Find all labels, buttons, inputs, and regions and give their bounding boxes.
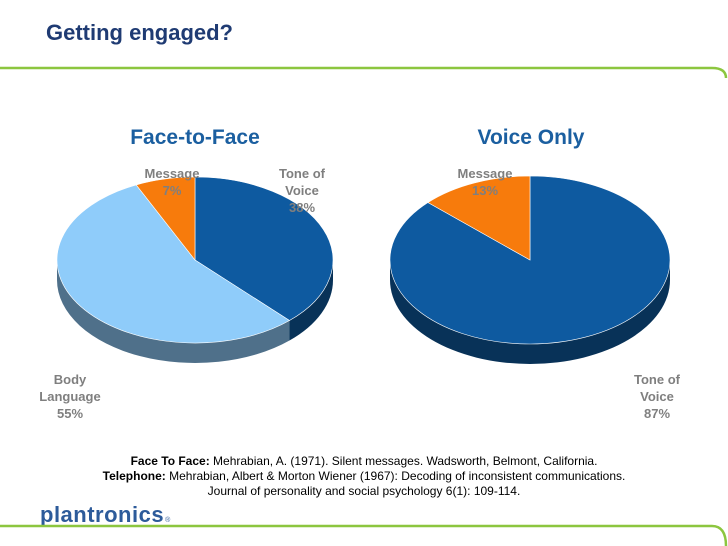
references: Face To Face: Mehrabian, A. (1971). Sile… xyxy=(0,454,728,499)
plantronics-logo: plantronics® xyxy=(40,502,171,527)
pie-side-0-1 xyxy=(57,260,290,363)
pie-slice-0-1 xyxy=(56,184,291,344)
reference-face-to-face: Face To Face: Mehrabian, A. (1971). Sile… xyxy=(130,454,598,468)
title-divider xyxy=(0,66,728,79)
pie-slice-0-0 xyxy=(194,176,334,321)
pie-side-0-0 xyxy=(289,260,333,341)
reference-telephone-journal: Journal of personality and social psycho… xyxy=(207,484,521,498)
pie-slice-0-2 xyxy=(135,176,196,261)
pie-slice-1-1 xyxy=(427,175,531,261)
slice-label-0-0: Tone of Voice 38% xyxy=(279,166,326,215)
voice-only-title: Voice Only xyxy=(478,126,585,149)
pie-side-1-0 xyxy=(390,260,670,364)
slide-title: Getting engaged? xyxy=(46,20,233,45)
slice-label-1-1: Message 13% xyxy=(458,166,513,198)
slice-label-1-0: Tone of Voice 87% xyxy=(634,372,681,421)
slice-label-0-1: Body Language 55% xyxy=(39,372,100,421)
slice-label-0-2: Message 7% xyxy=(145,166,200,198)
face-to-face-title: Face-to-Face xyxy=(130,126,260,149)
face-to-face-pie xyxy=(56,176,334,363)
footer-divider xyxy=(0,524,728,546)
reference-telephone: Telephone: Mehrabian, Albert & Morton Wi… xyxy=(102,469,626,483)
voice-only-pie xyxy=(389,175,671,364)
